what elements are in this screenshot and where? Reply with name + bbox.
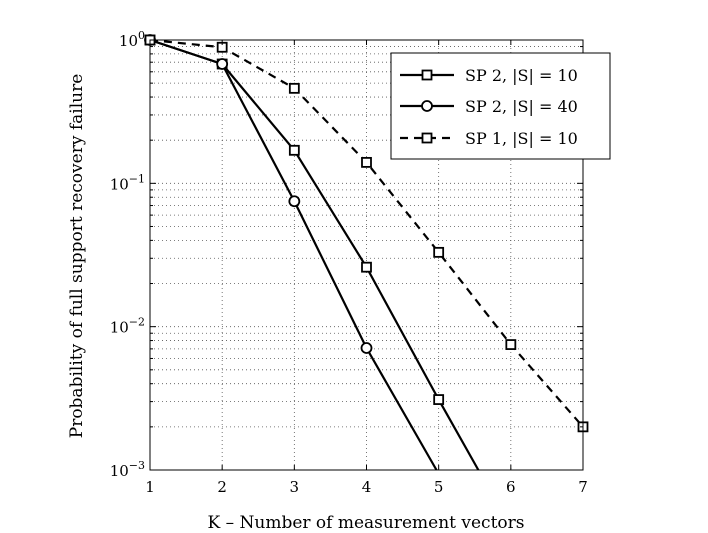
x-tick-label: 6 [506, 478, 516, 496]
data-point [433, 246, 445, 258]
data-point [288, 82, 300, 94]
data-point [505, 339, 517, 350]
series-layer [144, 34, 589, 471]
x-tick-label: 5 [434, 478, 444, 496]
data-point [360, 342, 373, 354]
data-point [361, 156, 372, 168]
x-tick-label: 3 [290, 478, 300, 496]
x-tick-label: 4 [362, 478, 372, 496]
legend-label: SP 2, |S| = 40 [465, 97, 578, 116]
y-axis-label: Probability of full support recovery fai… [67, 74, 87, 439]
tick-labels: 1 2 3 4 5 6 7 100 10−1 10−2 10−3 [110, 29, 588, 496]
y-tick-label: 10−3 [110, 459, 145, 480]
legend-marker [421, 69, 433, 81]
x-axis-label: K – Number of measurement vectors [208, 513, 525, 533]
data-point [216, 58, 229, 70]
y-tick-label: 10−2 [110, 316, 145, 337]
y-tick-label: 10−1 [110, 172, 145, 193]
legend: SP 2, |S| = 10 SP 2, |S| = 40 SP 1, |S| = … [390, 52, 611, 160]
data-point [288, 144, 300, 156]
legend-marker [421, 132, 433, 144]
x-tick-label: 1 [145, 478, 155, 496]
legend-label: SP 1, |S| = 10 [465, 129, 578, 148]
legend-marker [421, 100, 433, 112]
data-point [361, 261, 372, 273]
x-tick-label: 7 [578, 478, 588, 496]
y-tick-label: 100 [119, 29, 145, 50]
data-point [433, 394, 445, 405]
data-point [288, 195, 301, 208]
legend-label: SP 2, |S| = 10 [465, 66, 578, 85]
x-tick-label: 2 [217, 478, 227, 496]
